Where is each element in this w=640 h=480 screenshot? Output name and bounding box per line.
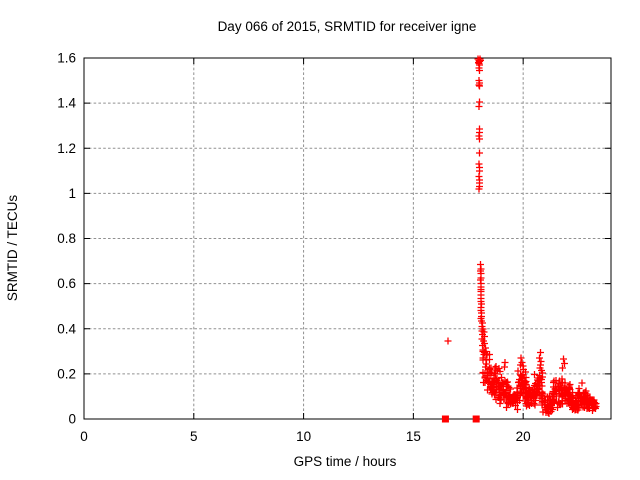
- y-tick-label: 0: [68, 412, 76, 427]
- x-tick-label: 5: [190, 429, 198, 444]
- gridlines: [84, 58, 611, 419]
- x-tick-label: 20: [516, 429, 531, 444]
- y-tick-label: 1.4: [57, 96, 76, 111]
- x-tick-labels: 0 5 10 15 20: [80, 429, 530, 444]
- x-tick-label: 15: [406, 429, 421, 444]
- y-tick-labels: 0 0.2 0.4 0.6 0.8 1 1.2 1.4 1.6: [57, 51, 76, 427]
- y-tick-label: 1: [68, 186, 76, 201]
- y-tick-label: 1.6: [57, 51, 76, 66]
- scatter-plus-markers: [444, 55, 600, 417]
- chart-title: Day 066 of 2015, SRMTID for receiver ign…: [218, 19, 477, 34]
- x-tick-label: 0: [80, 429, 88, 444]
- x-axis-label: GPS time / hours: [294, 454, 397, 469]
- scatter-square-marker: [472, 415, 480, 423]
- axis-ticks: [83, 57, 611, 420]
- y-tick-label: 0.4: [57, 321, 76, 336]
- scatter-square-marker: [441, 415, 449, 423]
- x-tick-label: 10: [296, 429, 311, 444]
- data-points: [441, 55, 600, 423]
- y-tick-label: 0.8: [57, 231, 76, 246]
- y-tick-label: 1.2: [57, 141, 76, 156]
- y-tick-label: 0.2: [57, 366, 76, 381]
- y-axis-label: SRMTID / TECUs: [5, 195, 20, 302]
- y-tick-label: 0.6: [57, 276, 76, 291]
